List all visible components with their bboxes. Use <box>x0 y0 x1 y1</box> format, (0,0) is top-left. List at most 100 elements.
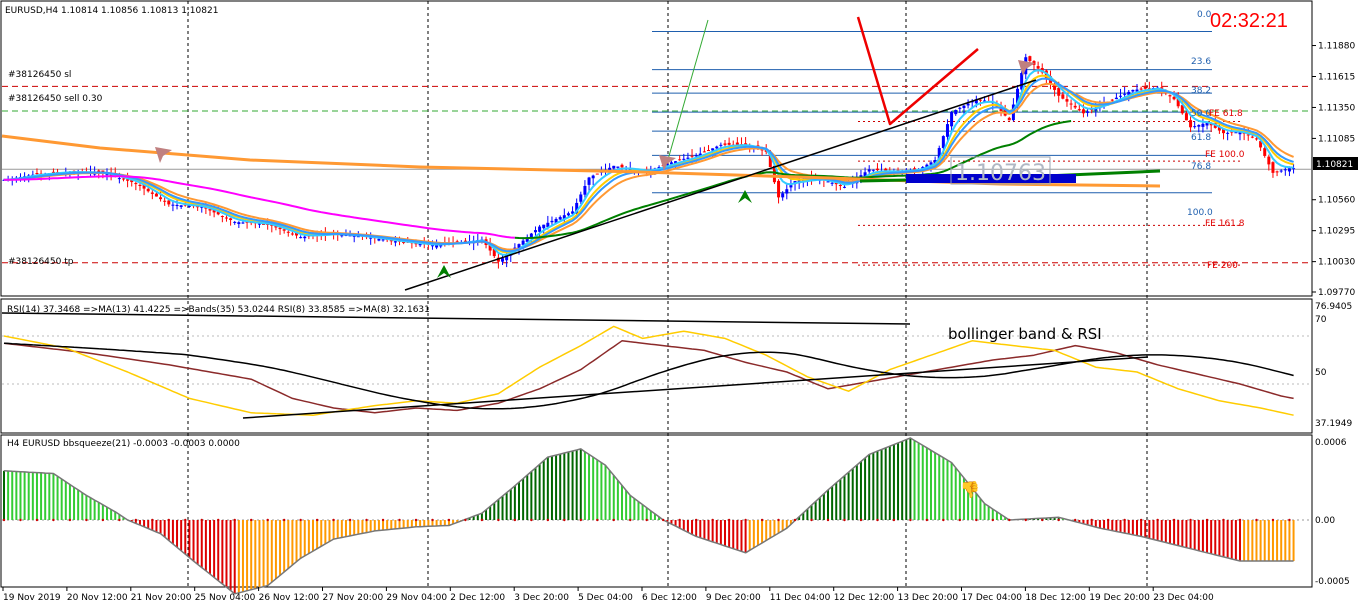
buy-arrow-icon <box>738 190 752 203</box>
candle-body <box>1016 88 1020 106</box>
sell-arrow-icon <box>155 147 172 163</box>
squeeze-dot <box>942 518 945 522</box>
price-tick-label: 1.10560 <box>1318 196 1355 206</box>
candle-body <box>1292 168 1296 170</box>
price-panel <box>0 0 1313 297</box>
candle-body <box>529 233 533 239</box>
candle-body <box>1061 94 1065 99</box>
fib-label-76-8: 76.8 <box>1191 162 1211 172</box>
squeeze-dot <box>332 518 335 522</box>
squeeze-dot <box>1172 518 1176 522</box>
squeeze-dot <box>151 518 154 522</box>
candle-body <box>735 142 739 145</box>
candle-body <box>1189 120 1193 128</box>
squeeze-dot <box>546 518 550 522</box>
candle-body <box>1271 162 1275 173</box>
candle-body <box>393 241 397 243</box>
candle-body <box>937 148 941 161</box>
price-axis: 1.11880 1.11615 1.11350 1.11085 1.10560 1.102… <box>2 42 1355 603</box>
trendline-support <box>404 79 1037 291</box>
candle-body <box>772 165 776 183</box>
current-price-text: 1.10821 <box>1316 160 1353 170</box>
squeeze-dot <box>678 518 681 522</box>
time-tick-label: 19 Dec 20:00 <box>1089 593 1150 603</box>
squeeze-tick-label: 0.00 <box>1315 516 1335 526</box>
candle-body <box>501 258 505 262</box>
candle-body <box>105 174 109 176</box>
candle-body <box>1123 93 1127 95</box>
candle-body <box>1287 168 1291 172</box>
candle-body <box>579 194 583 202</box>
candle-body <box>142 183 146 189</box>
candle-body <box>1028 56 1032 62</box>
squeeze-dot <box>859 518 863 522</box>
candle-body <box>505 254 509 261</box>
candle-body <box>352 235 356 237</box>
candle-body <box>356 236 360 238</box>
candle-body <box>929 162 933 165</box>
fib-label-61-8: 61.8 <box>1191 133 1211 143</box>
order-sell-label: #38126450 sell 0.30 <box>8 94 103 104</box>
candle-body <box>163 200 167 202</box>
price-label-text: 1.10763 <box>955 161 1046 186</box>
price-tick-label: 1.11615 <box>1318 72 1355 82</box>
price-tick-label: 1.10295 <box>1318 227 1355 237</box>
candle-body <box>962 105 966 109</box>
candle-body <box>983 100 987 102</box>
squeeze-dot <box>134 518 138 522</box>
time-tick-label: 19 Nov 2019 <box>3 593 61 603</box>
candle-body <box>562 215 566 219</box>
candle-body <box>1172 96 1176 100</box>
candle-body <box>179 205 183 207</box>
squeeze-dot <box>19 518 22 522</box>
candle-body <box>950 112 954 127</box>
ma-green-line <box>514 120 1072 240</box>
candle-body <box>1127 91 1131 95</box>
candle-body <box>1283 169 1287 171</box>
candle-body <box>575 202 579 214</box>
candle-body <box>587 177 591 185</box>
candle-body <box>389 240 393 242</box>
candle-body <box>377 238 381 241</box>
candle-body <box>830 182 834 184</box>
time-tick-label: 20 Nov 12:00 <box>67 593 128 603</box>
squeeze-dot <box>200 518 203 522</box>
squeeze-dot <box>1123 518 1126 522</box>
candle-body <box>1086 111 1090 113</box>
candle-body <box>418 243 422 246</box>
candle-body <box>369 237 373 239</box>
candle-body <box>1007 117 1011 121</box>
candle-body <box>257 223 261 225</box>
squeeze-dot <box>530 518 533 522</box>
candle-body <box>723 143 727 145</box>
ema-mid-line <box>3 82 1294 251</box>
candle-body <box>719 144 723 146</box>
squeeze-dot <box>2 518 6 522</box>
candle-body <box>657 167 661 169</box>
candle-body <box>381 239 385 241</box>
squeeze-dot <box>1106 518 1110 522</box>
candle-body <box>978 99 982 101</box>
rsi-tick-label: 70 <box>1315 315 1327 325</box>
candle-body <box>212 209 216 213</box>
candle-body <box>933 160 937 164</box>
candle-body <box>1119 95 1123 97</box>
candle-body <box>554 218 558 223</box>
candle-body <box>196 206 200 208</box>
squeeze-dot <box>843 518 846 522</box>
thumbs-down-icon[interactable]: 👎 <box>960 480 980 499</box>
time-tick-label: 25 Nov 04:00 <box>195 593 256 603</box>
candle-body <box>1069 103 1073 105</box>
price-label-box[interactable] <box>950 156 1051 185</box>
ema-light-blue-line <box>3 69 1294 256</box>
squeeze-dot <box>975 518 978 522</box>
candle-body <box>1234 132 1238 134</box>
chart-drawings[interactable] <box>155 16 1037 291</box>
candle-body <box>340 234 344 237</box>
candle-body <box>1238 131 1242 135</box>
candle-body <box>1020 72 1024 90</box>
candle-body <box>698 153 702 156</box>
candle-body <box>430 245 434 247</box>
squeeze-dot <box>398 518 401 522</box>
